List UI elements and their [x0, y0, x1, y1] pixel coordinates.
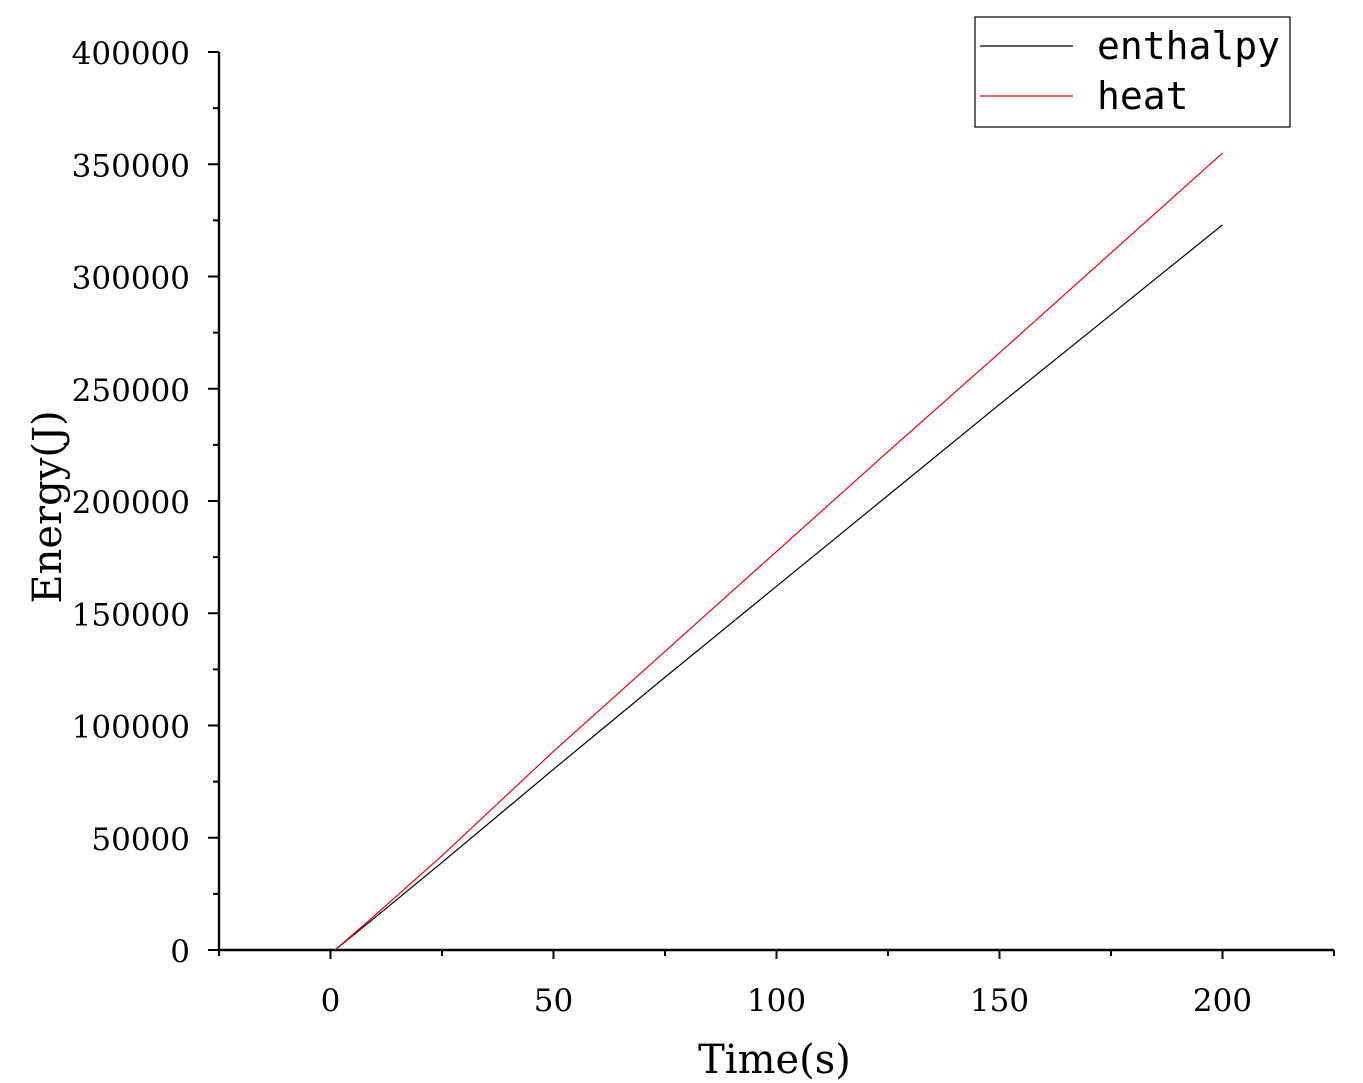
x-tick-label: 150 [970, 983, 1029, 1019]
legend-box [974, 16, 1291, 128]
series-line-heat [334, 152, 1223, 951]
y-tick-label: 200000 [72, 485, 190, 521]
series-lines [334, 152, 1223, 951]
y-tick-label: 0 [170, 934, 190, 970]
x-tick-label: 50 [534, 983, 573, 1019]
x-axis-title: Time(s) [698, 1037, 851, 1083]
axes [217, 52, 1334, 952]
legend: enthalpy heat [974, 16, 1291, 128]
y-tick-label: 50000 [91, 822, 190, 858]
y-axis-title: Energy(J) [25, 410, 71, 603]
y-tick-label: 400000 [72, 36, 190, 72]
series-line-enthalpy [334, 224, 1223, 951]
tick-labels: 0 50 100 150 200 0 50000 100000 150000 200000 2500… [72, 36, 1252, 1019]
y-tick-label: 350000 [72, 148, 190, 184]
legend-label-heat: heat [1097, 74, 1189, 118]
tick-marks [208, 51, 1335, 959]
x-tick-label: 0 [321, 983, 341, 1019]
y-tick-label: 150000 [72, 597, 190, 633]
x-tick-label: 200 [1193, 983, 1252, 1019]
legend-label-enthalpy: enthalpy [1097, 24, 1280, 68]
y-tick-label: 250000 [72, 373, 190, 409]
x-tick-label: 100 [747, 983, 806, 1019]
y-tick-label: 100000 [72, 710, 190, 746]
y-tick-label: 300000 [72, 261, 190, 297]
